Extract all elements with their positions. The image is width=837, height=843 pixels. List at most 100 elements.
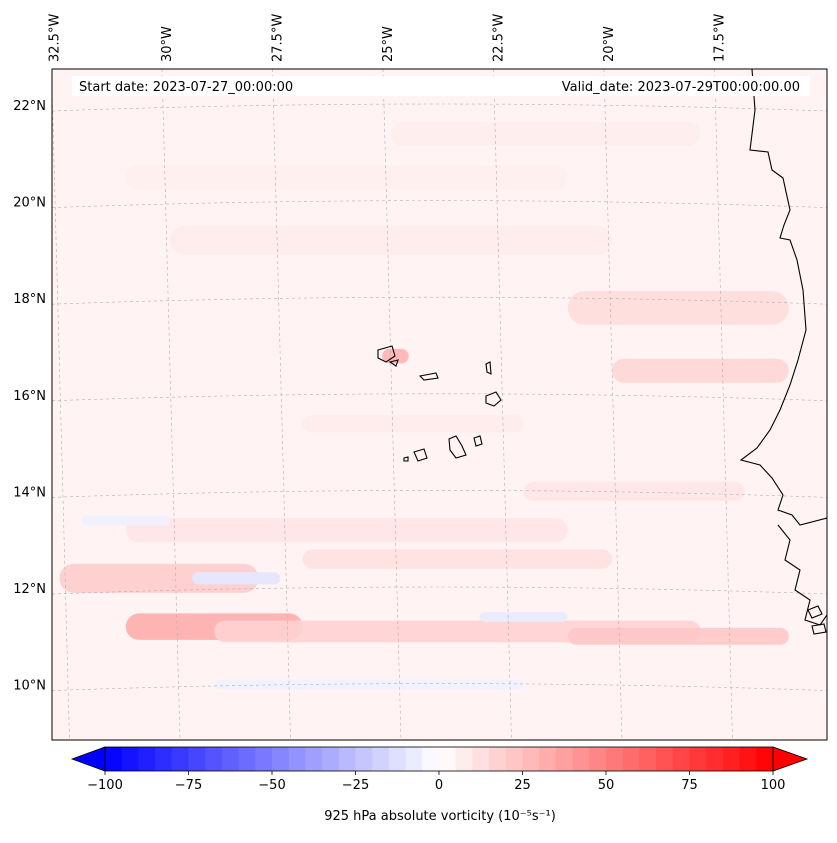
cape-verde-island [388,359,399,367]
colorbar-cell [656,747,674,771]
colorbar-label: 925 hPa absolute vorticity (10⁻⁵s⁻¹) [324,809,556,824]
colorbar-tick-label: −50 [258,778,285,793]
colorbar-tick-label: −75 [175,778,202,793]
parallel-line [52,490,827,498]
field-band [125,517,568,543]
field-band [567,627,789,645]
colorbar-cell [472,747,490,771]
colorbar-cell [622,747,640,771]
colorbar-cell [288,747,306,771]
map-frame [51,68,828,741]
latitude-label: 14°N [13,485,46,500]
colorbar-cell [756,747,774,771]
colorbar-cell [639,747,657,771]
latitude-label: 20°N [13,196,46,211]
cape-verde-island [473,435,483,447]
colorbar-cell [388,747,407,771]
colorbar-cell [322,747,340,771]
longitude-label: 27.5°W [271,14,286,62]
parallel-line [52,296,827,305]
colorbar-cell [188,747,206,771]
colorbar-cell [672,747,690,771]
longitude-label: 22.5°W [492,14,507,62]
latitude-label: 12°N [13,582,46,597]
cape-verde-island [448,435,467,459]
longitude-labels: 32.5°W 30°W 27.5°W 25°W 22.5°W 20°W 17.5°W [48,14,728,62]
colorbar-cell [121,747,139,771]
header-valid-date: Valid_date: 2023-07-29T00:00:00.00 [562,80,800,95]
colorbar-cell [355,747,373,771]
colorbar-cell [405,747,423,771]
colorbar-cell [606,747,624,771]
colorbar-extend-min [70,746,106,772]
cape-verde-island [413,448,428,462]
colorbar-cell [305,747,323,771]
field-band [302,549,612,569]
longitude-label: 30°W [160,26,175,62]
parallel-line [52,586,827,595]
field-band-negative [192,572,281,585]
header-box [72,76,810,96]
longitude-label: 32.5°W [48,14,63,62]
colorbar-cell [572,747,590,771]
latitude-label: 22°N [13,99,46,114]
guinea-bissau-coastline [777,524,827,626]
colorbar-cell [489,747,507,771]
colorbar-cell [522,747,540,771]
colorbar-cell [689,747,707,771]
colorbar-tick-label: −25 [342,778,369,793]
parallel-line [52,683,827,691]
colorbar-cell [422,747,440,771]
latitude-labels: 22°N 20°N 18°N 16°N 14°N 12°N 10°N [13,99,46,694]
meridian-line [493,69,512,740]
cape-verde-island [485,391,502,407]
longitude-label: 25°W [381,26,396,62]
meridian-line [52,76,70,740]
bijagos-island [811,623,827,635]
colorbar-tick-label: 25 [514,778,531,793]
colorbar-cells [70,746,809,772]
field-band [391,121,701,147]
colorbar-cell [722,747,741,771]
meridian-line [272,69,291,740]
field-band [567,290,789,325]
field-band [302,415,524,433]
colorbar-cell [505,747,523,771]
colorbar: −100 −75 −50 −25 0 25 50 75 100 925 hPa absolute… [70,746,809,824]
colorbar-tick-label: 100 [761,778,786,793]
cape-verde-island [418,372,439,381]
colorbar-cell [372,747,390,771]
field-band-negative [81,515,170,526]
colorbar-cell [439,747,457,771]
colorbar-cell [589,747,607,771]
africa-coastline [739,69,827,526]
longitude-label: 17.5°W [713,14,728,62]
gridlines [52,69,827,740]
latitude-label: 10°N [13,679,46,694]
colorbar-ticks: −100 −75 −50 −25 0 25 50 75 100 [87,771,785,793]
field-band-negative [479,612,568,622]
colorbar-tick-label: 75 [681,778,698,793]
field-bands [59,121,789,690]
colorbar-tick-label: −100 [87,778,123,793]
colorbar-cell [238,747,256,771]
field-band [59,563,259,593]
meridian-line [161,69,181,740]
colorbar-cell [171,747,189,771]
parallel-line [52,393,827,402]
bijagos-island [807,605,823,619]
longitude-label: 20°W [602,26,617,62]
vorticity-field [52,69,827,740]
coastlines [377,69,827,635]
field-band [125,165,568,190]
parallel-line [52,103,827,112]
colorbar-cell [105,747,123,771]
colorbar-tick-label: 0 [435,778,443,793]
colorbar-cell [255,747,273,771]
colorbar-cell [138,747,156,771]
cape-verde-island [485,361,492,375]
field-band [612,358,789,383]
colorbar-extend-max [772,746,809,772]
